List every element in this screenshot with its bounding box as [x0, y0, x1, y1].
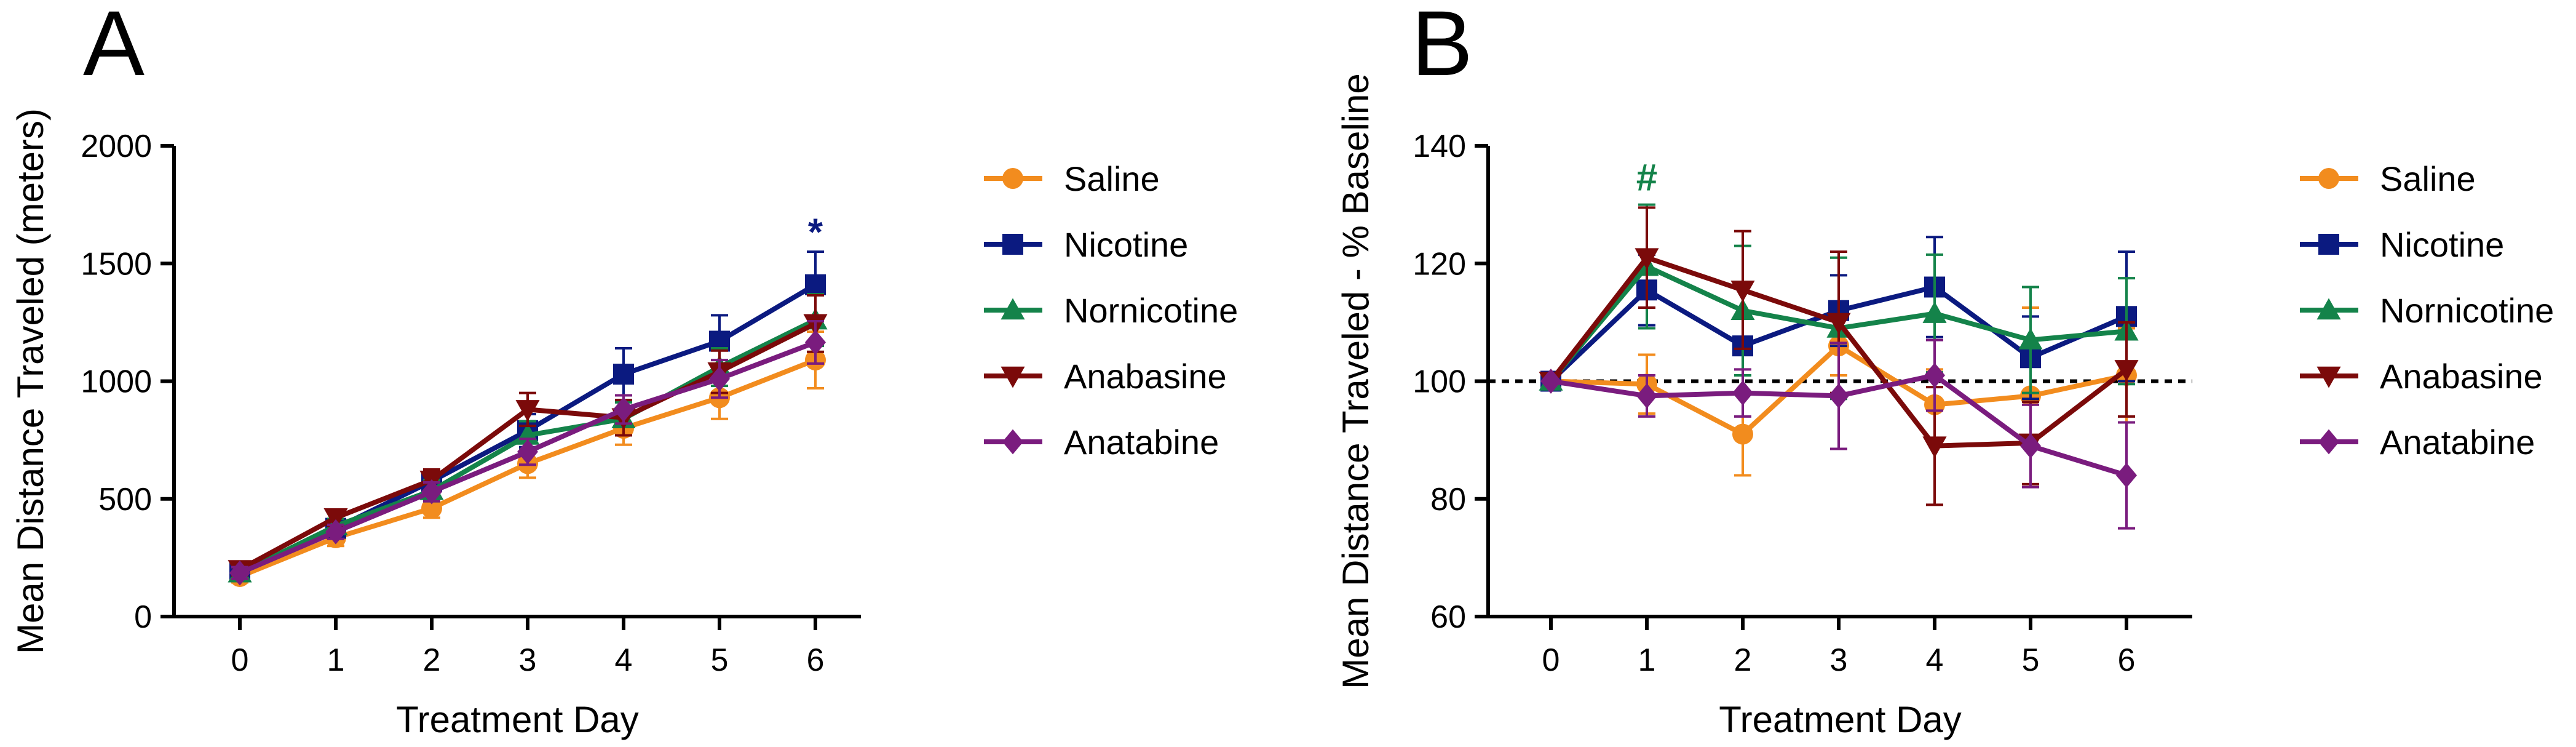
legend-marker: [1001, 298, 1025, 320]
legend-marker: [1002, 234, 1023, 255]
panel-b: B 60 80 100 120 140 0 1 2 3 4 5 6 Treatment Day Mean …: [1335, 0, 2554, 740]
legend-label: Anabasine: [1064, 357, 1227, 396]
data-point: [1828, 383, 1849, 409]
data-point: [1732, 380, 1753, 406]
x-tick-label: 0: [231, 642, 249, 678]
x-tick-label: 2: [1734, 642, 1752, 678]
legend-marker: [2316, 366, 2341, 388]
y-tick-label: 2000: [81, 129, 152, 164]
x-tick-label: 4: [1926, 642, 1944, 678]
significance-marker: *: [808, 212, 823, 254]
series-anatabine: [229, 319, 826, 586]
data-point: [421, 479, 442, 505]
y-tick-label: 140: [1413, 129, 1466, 164]
x-tick-label: 2: [423, 642, 441, 678]
data-point: [229, 560, 250, 586]
x-tick-label: 3: [519, 642, 537, 678]
legend-label: Nornicotine: [1064, 291, 1238, 330]
legend-marker: [2316, 298, 2341, 320]
legend-marker: [2318, 234, 2339, 255]
series-anatabine: [1540, 338, 2137, 530]
x-axis-title: Treatment Day: [1719, 699, 1962, 740]
y-tick-label: 60: [1430, 599, 1466, 635]
legend-marker: [1002, 429, 1023, 455]
y-tick-label: 120: [1413, 246, 1466, 282]
data-point: [805, 274, 826, 295]
data-point: [323, 508, 348, 530]
y-tick-label: 500: [98, 482, 152, 517]
data-point: [325, 519, 346, 545]
data-point: [2018, 328, 2043, 350]
x-tick-label: 4: [615, 642, 633, 678]
data-point: [613, 364, 634, 385]
data-point: [2020, 433, 2041, 459]
legend-marker: [1002, 168, 1023, 189]
significance-marker: #: [1636, 157, 1657, 199]
data-point: [1732, 423, 1753, 445]
data-point: [1922, 301, 1947, 323]
legend-label: Nornicotine: [2380, 291, 2554, 330]
legend-marker: [2318, 429, 2339, 455]
y-tick-label: 1000: [81, 364, 152, 400]
y-tick-label: 1500: [81, 246, 152, 282]
legend: Saline Nicotine Nornicotine Anabasine Anatab…: [984, 159, 1238, 461]
y-tick-label: 100: [1413, 364, 1466, 400]
data-point: [805, 329, 826, 355]
y-tick-label: 0: [134, 599, 152, 635]
legend-label: Anatabine: [2380, 423, 2535, 461]
x-tick-label: 0: [1542, 642, 1560, 678]
data-point: [2116, 463, 2137, 488]
y-axis-title: Mean Distance Traveled - % Baseline: [1335, 73, 1376, 689]
x-tick-label: 5: [2022, 642, 2040, 678]
legend-marker: [1001, 366, 1025, 388]
data-point: [1922, 436, 1947, 458]
data-point: [1540, 369, 1561, 394]
y-tick-label: 80: [1430, 482, 1466, 517]
data-point: [2114, 360, 2139, 381]
data-point: [709, 366, 730, 392]
legend-label: Anabasine: [2380, 357, 2543, 396]
data-point: [1635, 248, 1659, 270]
panel-a-label: A: [83, 0, 145, 95]
legend-label: Nicotine: [2380, 225, 2504, 264]
data-point: [517, 439, 538, 465]
legend-label: Anatabine: [1064, 423, 1219, 461]
panel-b-label: B: [1411, 0, 1473, 95]
data-point: [1730, 280, 1755, 302]
data-point: [1636, 383, 1657, 409]
legend: Saline Nicotine Nornicotine Anabasine Anatab…: [2300, 159, 2554, 461]
data-point: [613, 397, 634, 422]
x-tick-label: 1: [1638, 642, 1656, 678]
x-axis-title: Treatment Day: [396, 699, 639, 740]
data-point: [421, 498, 442, 519]
panel-a: A 0 500 1000 1500 2000 0 1 2 3 4 5 6 Treatment Day Me…: [10, 0, 1238, 740]
x-tick-label: 1: [327, 642, 345, 678]
data-point: [1826, 313, 1851, 335]
data-point: [1924, 362, 1945, 388]
x-tick-label: 6: [807, 642, 825, 678]
y-axis-title: Mean Distance Traveled (meters): [10, 108, 51, 654]
x-tick-label: 3: [1830, 642, 1848, 678]
data-point: [515, 400, 540, 421]
legend-label: Saline: [2380, 159, 2476, 198]
legend-marker: [2318, 168, 2339, 189]
legend-label: Saline: [1064, 159, 1160, 198]
x-tick-label: 5: [711, 642, 729, 678]
legend-label: Nicotine: [1064, 225, 1188, 264]
x-tick-label: 6: [2118, 642, 2136, 678]
